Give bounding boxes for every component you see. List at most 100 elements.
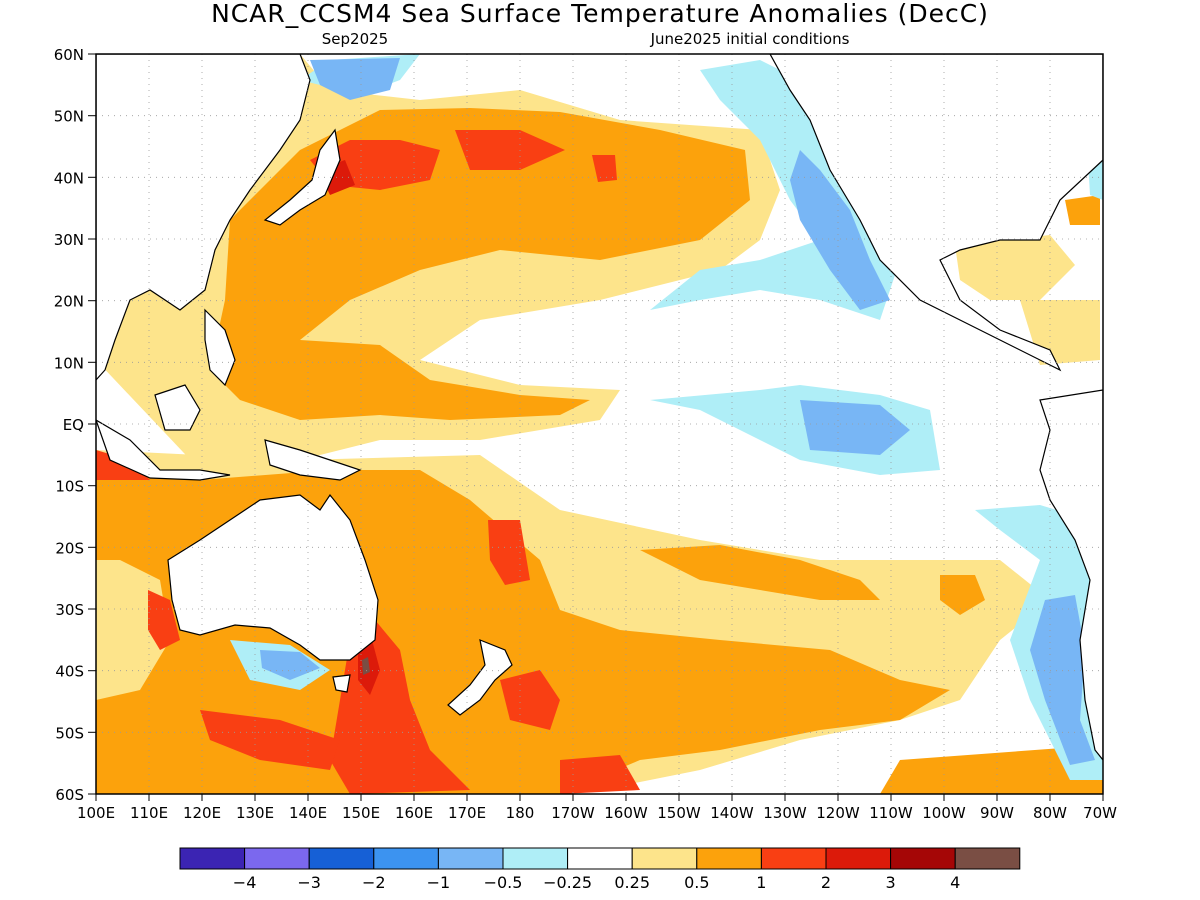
colorbar-swatch: [437, 847, 504, 870]
lat-label: 60N: [54, 46, 84, 64]
colorbar-swatches: [179, 847, 1021, 870]
anomaly-region-red-kuroshio-2: [455, 130, 565, 170]
anomaly-region-orange-far-south: [880, 745, 1103, 794]
lat-label: 40N: [54, 169, 84, 187]
anomaly-region-red-southern-central: [560, 755, 640, 794]
borneo-land: [154, 384, 201, 431]
anomaly-region-orange-east: [940, 575, 985, 615]
latitude-ticks: [88, 53, 96, 795]
lat-label: 60S: [55, 786, 84, 804]
lon-label: 130W: [763, 804, 807, 822]
lon-label: 150W: [657, 804, 701, 822]
forecast-month: Sep2025: [322, 30, 388, 48]
colorbar-label: 4: [950, 873, 960, 892]
lat-label: 50S: [55, 724, 84, 742]
colorbar-swatch: [567, 847, 633, 870]
anomaly-region-blue-okhotsk: [310, 58, 400, 100]
asia-land: [96, 54, 311, 381]
colorbar-swatch: [308, 847, 375, 870]
anomaly-region-blue-south-au: [260, 650, 320, 680]
lon-label: 120E: [183, 804, 221, 822]
anomaly-region-red-coral-sea: [488, 520, 530, 585]
colorbar-swatch: [502, 847, 569, 870]
colorbar: −4 −3 −2 −1 −0.5 −0.25 0.25 0.5 1 2 3 4: [179, 847, 1021, 892]
sumatra-java-land: [96, 419, 231, 481]
lon-label: 170E: [448, 804, 486, 822]
lat-label: 40S: [55, 663, 84, 681]
australia-land: [167, 493, 379, 661]
lat-label: 10N: [54, 354, 84, 372]
colorbar-swatch: [373, 847, 439, 870]
lon-label: 120W: [816, 804, 860, 822]
anomaly-region-yellow-gulf: [955, 235, 1075, 300]
tasmania-land: [332, 674, 351, 693]
colorbar-label: 3: [886, 873, 896, 892]
lat-label: 50N: [54, 108, 84, 126]
longitude-ticks: [95, 794, 1104, 801]
lon-label: 110W: [869, 804, 913, 822]
initial-conditions: June2025 initial conditions: [650, 30, 850, 48]
colorbar-swatch: [825, 847, 892, 870]
colorbar-swatch: [696, 847, 762, 870]
new-zealand-land: [447, 639, 513, 716]
colorbar-label: 2: [821, 873, 831, 892]
new-guinea-land: [264, 439, 362, 481]
lon-label: 140E: [289, 804, 327, 822]
north-america-land: [769, 54, 1103, 372]
lat-label: 20S: [55, 539, 84, 557]
colorbar-label: 0.25: [614, 873, 650, 892]
colorbar-swatch: [954, 847, 1021, 870]
longitude-axis: 100E 110E 120E 130E 140E 150E 160E 170E …: [77, 804, 1117, 822]
colorbar-swatch: [631, 847, 698, 870]
colorbar-label: −4: [233, 873, 257, 892]
lon-label: 80W: [1033, 804, 1067, 822]
lon-label: 150E: [342, 804, 380, 822]
lon-label: 140W: [710, 804, 754, 822]
colorbar-label: 1: [756, 873, 766, 892]
anomaly-region-orange-gulf-stream: [1065, 195, 1100, 225]
map-panel: [96, 54, 1103, 794]
lat-label: 30N: [54, 231, 84, 249]
lon-label: 170W: [551, 804, 595, 822]
colorbar-swatch: [179, 847, 246, 870]
colorbar-label: −3: [297, 873, 321, 892]
anomaly-region-red-nz: [500, 670, 560, 730]
colorbar-label: −2: [362, 873, 386, 892]
anomaly-region-blue-equatorial: [800, 400, 910, 455]
lon-label: 100E: [77, 804, 115, 822]
latitude-axis: 60N 50N 40N 30N 20N 10N EQ 10S 20S 30S 4…: [54, 46, 84, 804]
lon-label: 160W: [604, 804, 648, 822]
lon-label: 110E: [130, 804, 168, 822]
anomaly-region-hot-tasman: [362, 657, 370, 675]
lat-label: 30S: [55, 601, 84, 619]
map-title: NCAR_CCSM4 Sea Surface Temperature Anoma…: [211, 0, 989, 28]
lon-label: 70W: [1083, 804, 1117, 822]
anomaly-region-blue-peru: [1030, 595, 1095, 765]
south-america-land: [1039, 389, 1103, 761]
colorbar-swatch: [760, 847, 827, 870]
lon-label: 130E: [236, 804, 274, 822]
lon-label: 100W: [922, 804, 966, 822]
anomaly-region-red-southern: [200, 710, 340, 770]
lon-label: 180: [506, 804, 535, 822]
anomaly-region-red-southwest-au: [148, 590, 180, 650]
colorbar-label: −1: [427, 873, 451, 892]
lat-label: EQ: [63, 416, 84, 434]
japan-land: [263, 128, 341, 226]
lat-label: 20N: [54, 293, 84, 311]
colorbar-swatch: [890, 847, 956, 870]
lon-label: 160E: [395, 804, 433, 822]
anomaly-region-red-kuroshio-3: [592, 155, 617, 182]
colorbar-label: 0.5: [684, 873, 709, 892]
anomaly-region-orange-midlat-south: [640, 545, 880, 600]
lat-label: 10S: [55, 478, 84, 496]
philippines-land: [204, 308, 236, 387]
lon-label: 90W: [980, 804, 1014, 822]
colorbar-labels: −4 −3 −2 −1 −0.5 −0.25 0.25 0.5 1 2 3 4: [233, 873, 960, 892]
colorbar-swatch: [244, 847, 310, 870]
colorbar-label: −0.25: [543, 873, 592, 892]
colorbar-label: −0.5: [484, 873, 523, 892]
anomaly-region-blue-california: [790, 150, 890, 310]
land-masses: [96, 54, 1103, 761]
